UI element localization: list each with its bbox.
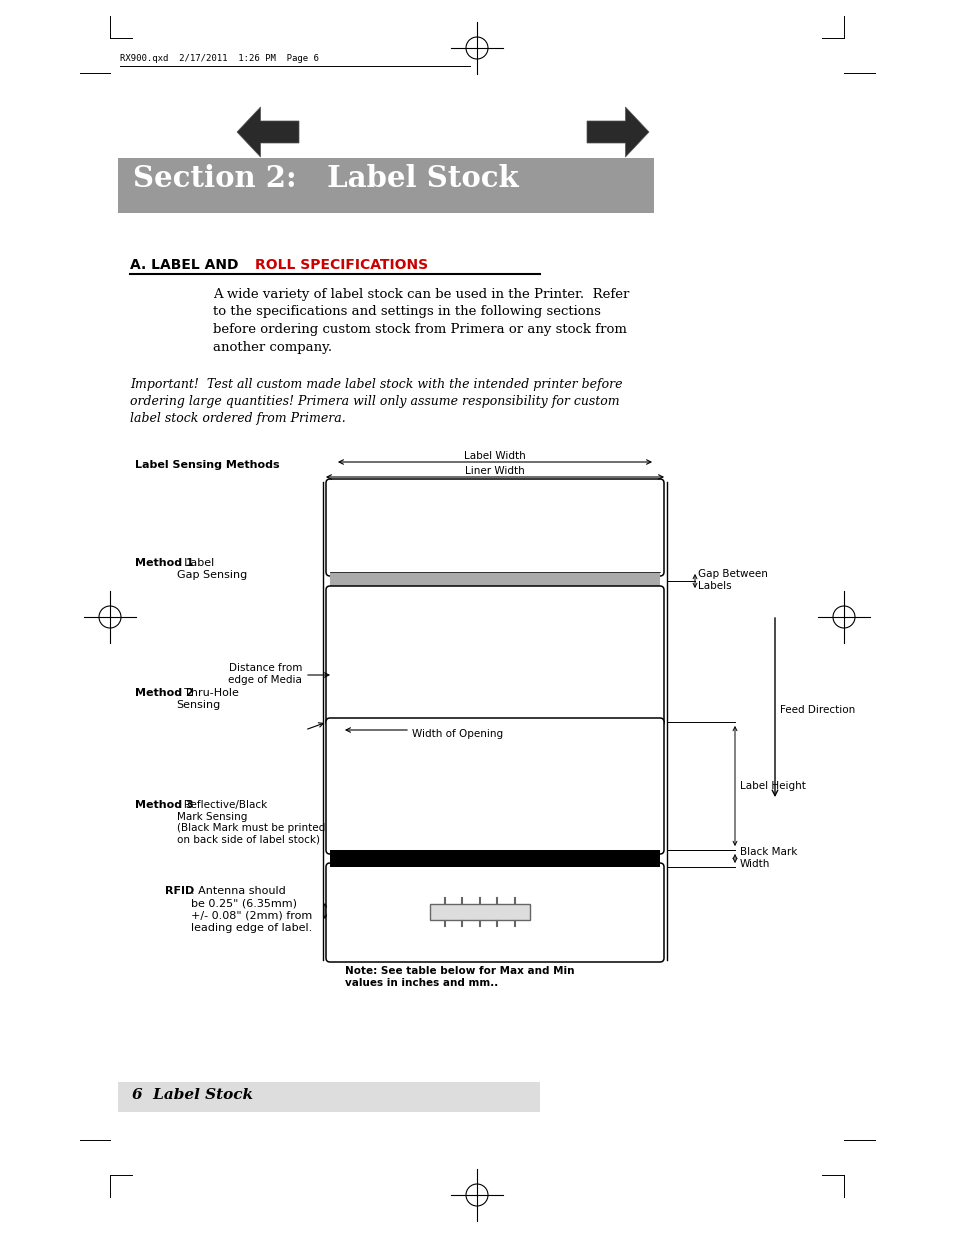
Text: : Label
Gap Sensing: : Label Gap Sensing — [176, 558, 247, 579]
Bar — [118, 1082, 539, 1112]
Text: Feed Direction: Feed Direction — [780, 705, 854, 715]
Polygon shape — [586, 107, 648, 157]
Text: Label Height: Label Height — [740, 781, 805, 790]
FancyBboxPatch shape — [326, 718, 663, 853]
Bar — [330, 572, 659, 590]
Text: Section 2:   Label Stock: Section 2: Label Stock — [132, 164, 518, 193]
Text: Method 3: Method 3 — [135, 800, 193, 810]
Bar — [330, 850, 659, 867]
Text: Gap Between
Labels: Gap Between Labels — [698, 569, 767, 590]
Text: RFID: RFID — [165, 885, 194, 897]
FancyBboxPatch shape — [326, 863, 663, 962]
Bar — [430, 904, 530, 920]
Text: : Reflective/Black
Mark Sensing
(Black Mark must be printed
on back side of labe: : Reflective/Black Mark Sensing (Black M… — [176, 800, 325, 845]
Text: Method 2: Method 2 — [135, 688, 193, 698]
Polygon shape — [236, 107, 298, 157]
Text: Note: See table below for Max and Min
values in inches and mm..: Note: See table below for Max and Min va… — [345, 966, 574, 988]
Bar — [118, 158, 654, 212]
Text: A. LABEL AND: A. LABEL AND — [130, 258, 243, 272]
Text: 6  Label Stock: 6 Label Stock — [132, 1088, 253, 1102]
Text: Width of Opening: Width of Opening — [412, 729, 502, 739]
Text: Label Sensing Methods: Label Sensing Methods — [135, 459, 279, 471]
Text: : Thru-Hole
Sensing: : Thru-Hole Sensing — [176, 688, 238, 710]
Text: Black Mark
Width: Black Mark Width — [740, 847, 797, 868]
Text: Label Width: Label Width — [464, 451, 525, 461]
FancyBboxPatch shape — [326, 479, 663, 576]
Text: Method 1: Method 1 — [135, 558, 193, 568]
Text: Liner Width: Liner Width — [465, 466, 524, 475]
Text: Important!  Test all custom made label stock with the intended printer before
or: Important! Test all custom made label st… — [130, 378, 622, 425]
Text: : Antenna should
be 0.25" (6.35mm)
+/- 0.08" (2mm) from
leading edge of label.: : Antenna should be 0.25" (6.35mm) +/- 0… — [191, 885, 312, 934]
FancyBboxPatch shape — [326, 585, 663, 726]
Text: RX900.qxd  2/17/2011  1:26 PM  Page 6: RX900.qxd 2/17/2011 1:26 PM Page 6 — [120, 54, 318, 63]
Text: ROLL SPECIFICATIONS: ROLL SPECIFICATIONS — [254, 258, 428, 272]
Text: A wide variety of label stock can be used in the Printer.  Refer
to the specific: A wide variety of label stock can be use… — [213, 288, 629, 353]
Text: Distance from
edge of Media: Distance from edge of Media — [228, 663, 302, 684]
